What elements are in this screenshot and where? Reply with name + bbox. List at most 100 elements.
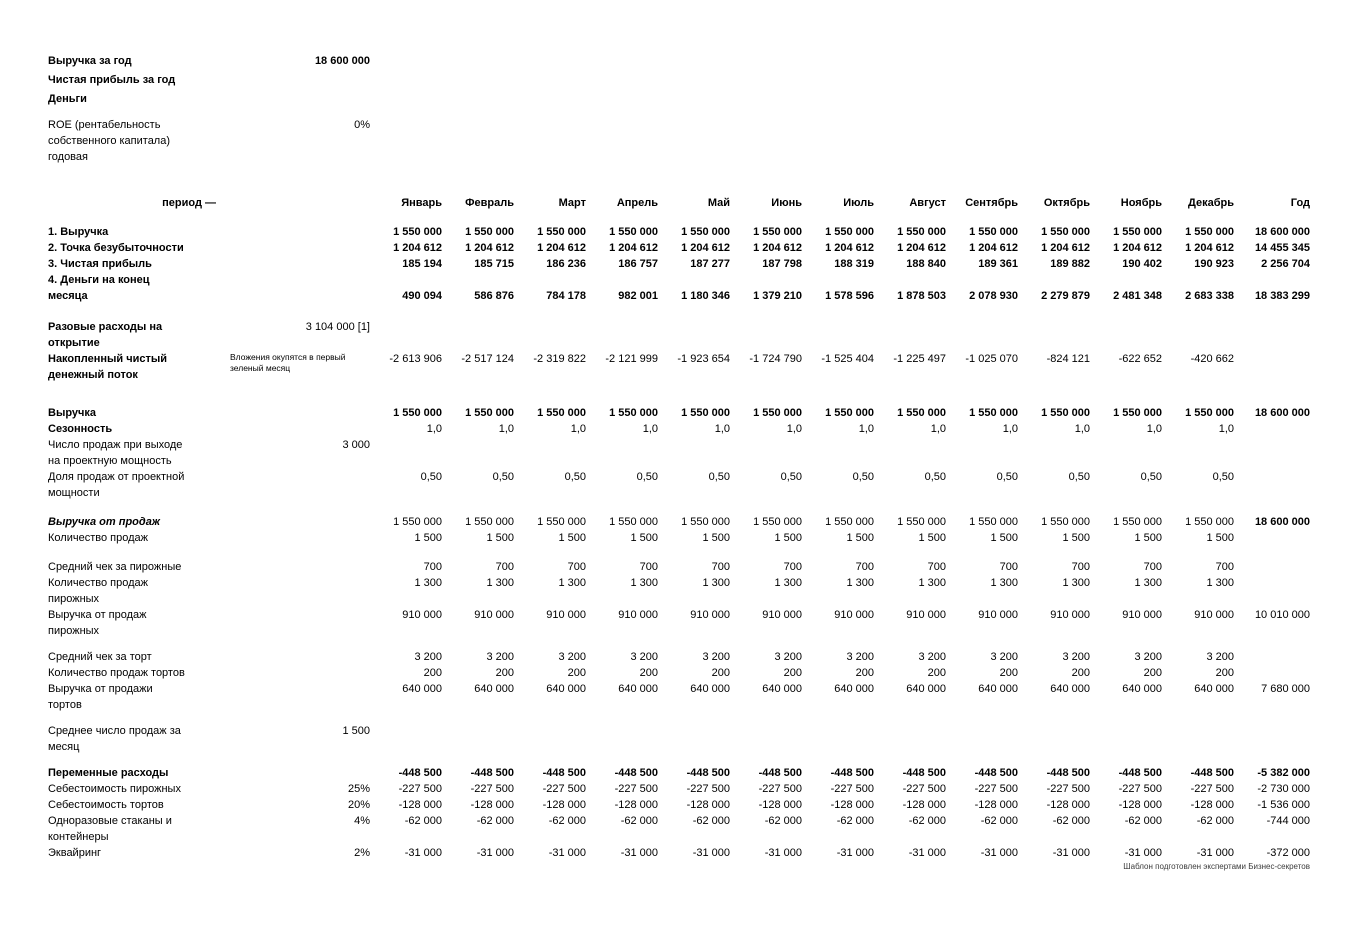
- month-value: [586, 52, 658, 71]
- month-value: -1 225 497: [893, 353, 946, 365]
- row-param: [230, 421, 370, 437]
- month-value: 1 550 000: [1185, 226, 1234, 238]
- month-value: 185 715: [474, 258, 514, 270]
- row-param: [230, 559, 370, 575]
- year-value: 18 383 299: [1254, 290, 1310, 302]
- month-value: [514, 437, 586, 469]
- month-value: [586, 723, 658, 755]
- month-value: 1 300: [918, 577, 946, 589]
- month-value: 0,50: [420, 471, 442, 483]
- month-value: 1 300: [1062, 577, 1090, 589]
- table-row: Сезонность 1,0 1,0 1,0 1,0 1,0 1,0 1,0 1,0 1,0 1,0…: [48, 421, 1310, 437]
- month-value: -62 000: [836, 815, 874, 827]
- month-value: -2 613 906: [389, 353, 442, 365]
- row-param: [230, 649, 370, 665]
- year-value: [1234, 575, 1310, 607]
- year-value: [1234, 559, 1310, 575]
- row-param: 0%: [354, 119, 370, 131]
- month-value: [1018, 437, 1090, 469]
- month-value: 1 500: [702, 532, 730, 544]
- month-value: 910 000: [474, 609, 514, 621]
- month-value: 700: [927, 561, 946, 573]
- month-value: 1 204 612: [1185, 242, 1234, 254]
- year-value: -372 000: [1266, 847, 1310, 859]
- month-value: [514, 90, 586, 109]
- month-value: 910 000: [402, 609, 442, 621]
- month-value: 1 204 612: [1113, 242, 1162, 254]
- month-value: [370, 117, 442, 165]
- month-value: 700: [495, 561, 514, 573]
- month-value: -824 121: [1046, 353, 1090, 365]
- month-value: [730, 52, 802, 71]
- row-label: Разовые расходы на открытие: [48, 321, 163, 349]
- month-value: -227 500: [830, 783, 874, 795]
- spacer: [48, 755, 1310, 765]
- month-value: 1 550 000: [465, 516, 514, 528]
- month-value: -31 000: [980, 847, 1018, 859]
- table-row: Доля продаж от проектной мощности 0,50 0,5…: [48, 469, 1310, 501]
- month-value: [1090, 71, 1162, 90]
- month-value: [1018, 90, 1090, 109]
- table-row: 2. Точка безубыточности 1 204 612 1 204 61…: [48, 240, 1310, 256]
- month-value: -227 500: [542, 783, 586, 795]
- month-value: [874, 117, 946, 165]
- month-value: -31 000: [1052, 847, 1090, 859]
- month-value: 190 923: [1194, 258, 1234, 270]
- row-param: 18 600 000: [314, 55, 370, 67]
- month-value: 3 200: [630, 651, 658, 663]
- month-value: 3 200: [990, 651, 1018, 663]
- month-value: [514, 52, 586, 71]
- month-value: 1 550 000: [681, 226, 730, 238]
- row-label: Средний чек за торт: [48, 651, 152, 663]
- spacer-row: [48, 109, 1310, 117]
- year-value: [1234, 90, 1310, 109]
- month-value: 185 194: [402, 258, 442, 270]
- month-value: -448 500: [1190, 767, 1234, 779]
- month-value: [802, 71, 874, 90]
- year-value: -744 000: [1266, 815, 1310, 827]
- month-value: 1,0: [1218, 423, 1234, 435]
- month-value: -62 000: [476, 815, 514, 827]
- month-value: 1 550 000: [537, 407, 586, 419]
- month-value: [1018, 52, 1090, 71]
- month-value: 700: [711, 561, 730, 573]
- month-value: 0,50: [564, 471, 586, 483]
- month-value: -1 724 790: [749, 353, 802, 365]
- month-value: [1090, 723, 1162, 755]
- month-value: 910 000: [1122, 609, 1162, 621]
- month-value: 0,50: [780, 471, 802, 483]
- month-value: 1 300: [702, 577, 730, 589]
- month-value: [874, 71, 946, 90]
- period-header-row: период — Январь Февраль Март Апрель Май Июнь Ию…: [48, 195, 1310, 211]
- month-value: 910 000: [834, 609, 874, 621]
- year-value: [1234, 469, 1310, 501]
- month-value: [1162, 117, 1234, 165]
- month-value: 200: [1215, 667, 1234, 679]
- month-value: 700: [1215, 561, 1234, 573]
- month-value: [1018, 117, 1090, 165]
- row-label: Выручка от продажи тортов: [48, 683, 153, 711]
- table-row: Деньги: [48, 90, 1310, 109]
- month-value: -448 500: [470, 767, 514, 779]
- month-value: [658, 319, 730, 351]
- row-param: [230, 90, 370, 109]
- table-row: Себестоимость тортов 20% -128 000 -128 000 -…: [48, 797, 1310, 813]
- month-value: 640 000: [690, 683, 730, 695]
- month-value: -1 923 654: [677, 353, 730, 365]
- month-value: 1 550 000: [609, 407, 658, 419]
- month-value: -31 000: [1196, 847, 1234, 859]
- month-value: -128 000: [1190, 799, 1234, 811]
- month-value: [370, 52, 442, 71]
- spacer-row: [48, 304, 1310, 319]
- month-value: [442, 117, 514, 165]
- month-value: 2 683 338: [1185, 290, 1234, 302]
- month-value: -31 000: [1124, 847, 1162, 859]
- year-value: [1234, 71, 1310, 90]
- month-value: 1,0: [1146, 423, 1162, 435]
- table-row: 1. Выручка 1 550 000 1 550 000 1 550 000 1 5…: [48, 224, 1310, 240]
- month-value: -62 000: [548, 815, 586, 827]
- month-value: [1090, 117, 1162, 165]
- month-value: [370, 319, 442, 351]
- month-value: 700: [1143, 561, 1162, 573]
- row-label: Сезонность: [48, 423, 113, 435]
